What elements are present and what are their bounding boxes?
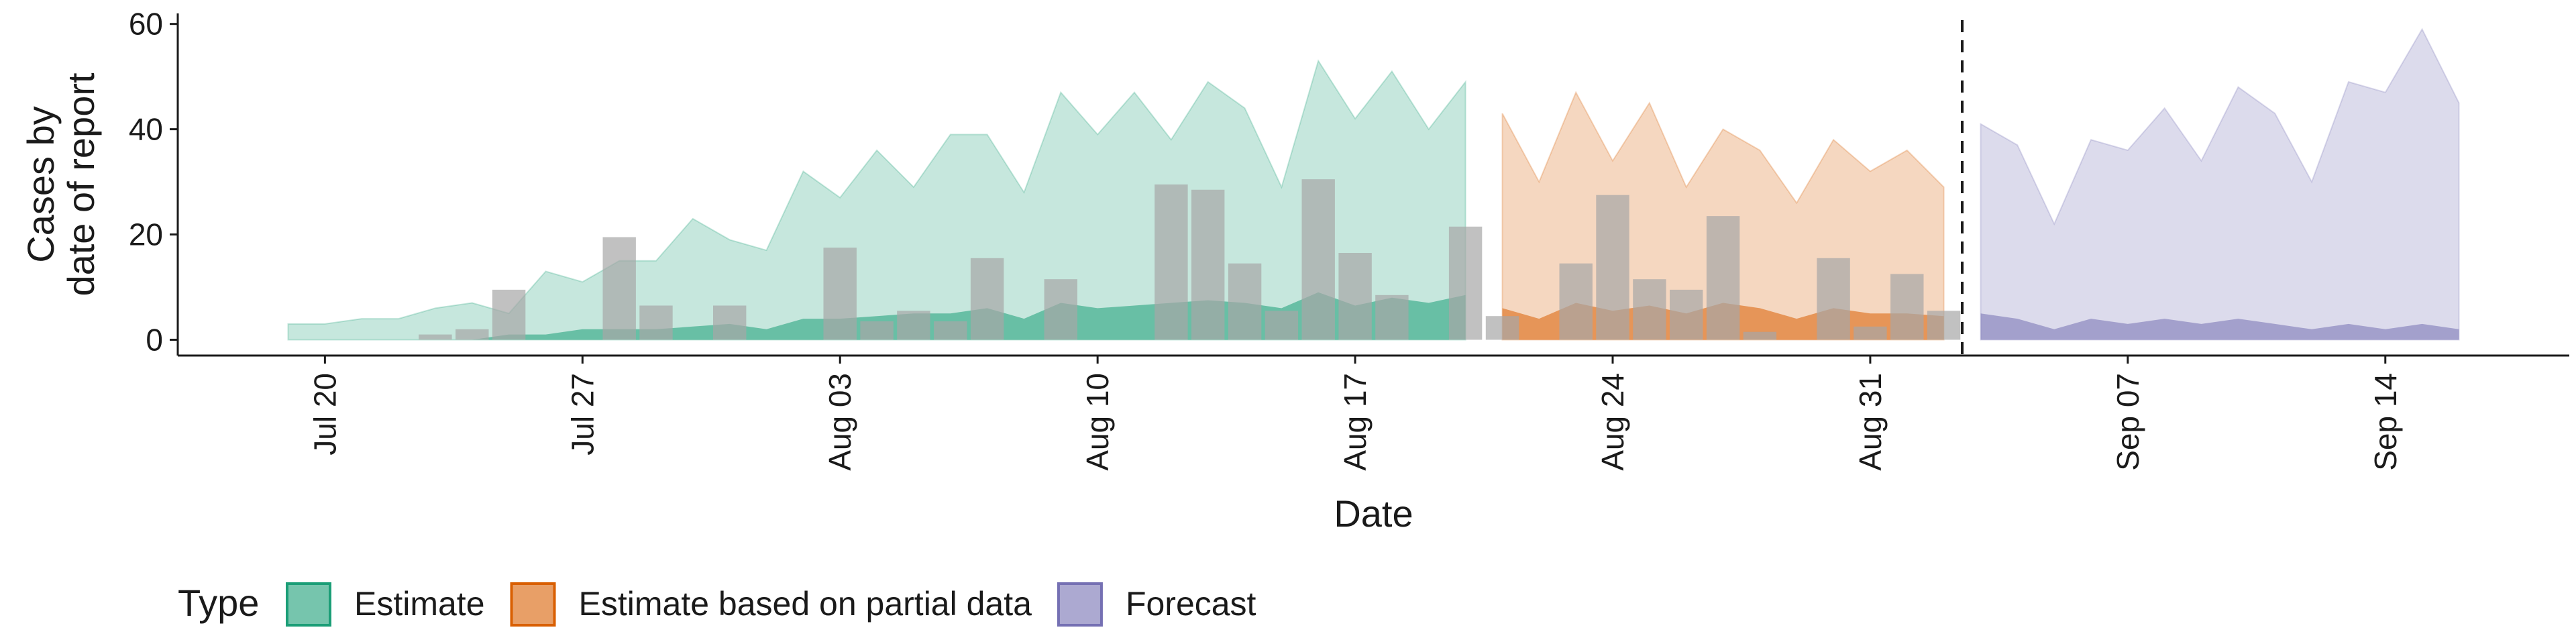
reported-cases-bar-layer: [419, 179, 1961, 340]
x-tick-label: Aug 10: [1080, 373, 1115, 471]
reported-cases-bar: [1375, 294, 1409, 340]
y-axis-ticks: 0 20 40 60: [129, 7, 178, 357]
reported-cases-bar: [455, 329, 489, 340]
reported-cases-bar: [639, 305, 673, 340]
legend-swatch-estimate: [286, 582, 331, 627]
x-axis-title: Date: [1334, 492, 1413, 535]
reported-cases-bar: [602, 237, 636, 340]
y-tick-label: 0: [146, 322, 163, 357]
y-tick-label: 40: [129, 112, 163, 147]
reported-cases-bar: [1155, 184, 1188, 340]
series-forecast-inner-band: [1980, 313, 2459, 340]
series-estimate-outer-band: [287, 59, 1466, 341]
x-tick-label: Sep 07: [2110, 373, 2145, 471]
reported-cases-bar: [860, 321, 894, 340]
reported-cases-bar: [823, 248, 857, 340]
reported-cases-bar: [419, 334, 452, 340]
reported-cases-bar: [1338, 253, 1372, 340]
series-forecast-outer-band: [1980, 28, 2460, 341]
reported-cases-bar: [1448, 226, 1483, 340]
reported-cases-bar: [1633, 279, 1666, 340]
legend: Type Estimate Estimate based on partial da…: [178, 582, 1256, 627]
x-tick-label: Sep 14: [2368, 373, 2403, 471]
legend-label-forecast: Forecast: [1126, 585, 1256, 623]
reported-cases-bar: [1890, 274, 1924, 340]
reported-cases-bar: [1559, 263, 1593, 340]
reported-cases-bar: [713, 305, 747, 340]
reported-cases-bar: [1817, 258, 1850, 340]
reported-cases-bar: [1191, 189, 1225, 340]
x-axis-ticks: Jul 20 Jul 27 Aug 03 Aug 10 Aug 17 Aug 24 Aug …: [307, 356, 2403, 471]
y-axis-title-line: Cases by: [19, 106, 62, 262]
reported-cases-bar: [970, 258, 1004, 340]
reported-cases-bar: [934, 321, 967, 340]
y-axis-title: Cases bydate of report: [19, 72, 102, 297]
y-tick-label: 20: [129, 217, 163, 252]
reported-cases-bar: [1301, 179, 1335, 340]
reported-cases-bar: [1228, 263, 1262, 340]
reported-cases-bar: [1927, 311, 1961, 340]
legend-label-estimate-based-on-partial-data: Estimate based on partial data: [579, 585, 1032, 623]
x-tick-label: Aug 31: [1853, 373, 1888, 471]
x-tick-label: Aug 03: [822, 373, 857, 471]
reported-cases-bar: [1596, 195, 1629, 340]
reported-cases-bar: [1706, 216, 1740, 340]
reported-cases-bar: [1485, 316, 1519, 340]
y-tick-label: 60: [129, 7, 163, 42]
legend-swatch-forecast: [1057, 582, 1103, 627]
reported-cases-bar: [492, 289, 526, 340]
legend-title: Type: [178, 582, 259, 624]
reported-cases-bar: [1743, 331, 1777, 340]
reported-cases-bar: [1265, 311, 1299, 340]
x-tick-label: Aug 17: [1338, 373, 1373, 471]
reported-cases-bar: [1670, 289, 1703, 340]
x-tick-label: Jul 27: [565, 373, 600, 455]
axes-layer: 0 20 40 60 Jul 20 Jul 27 Aug 03 Aug 10 Aug 17 Au…: [129, 7, 2569, 471]
legend-swatch-estimate-based-on-partial-data: [510, 582, 556, 627]
x-tick-label: Jul 20: [307, 373, 342, 455]
reported-cases-bar: [1854, 326, 1887, 340]
y-axis-title-line: date of report: [60, 72, 102, 297]
legend-label-estimate: Estimate: [354, 585, 485, 623]
reported-cases-bar: [1044, 279, 1077, 340]
reported-cases-bar: [897, 311, 930, 340]
x-tick-label: Aug 24: [1595, 373, 1630, 471]
